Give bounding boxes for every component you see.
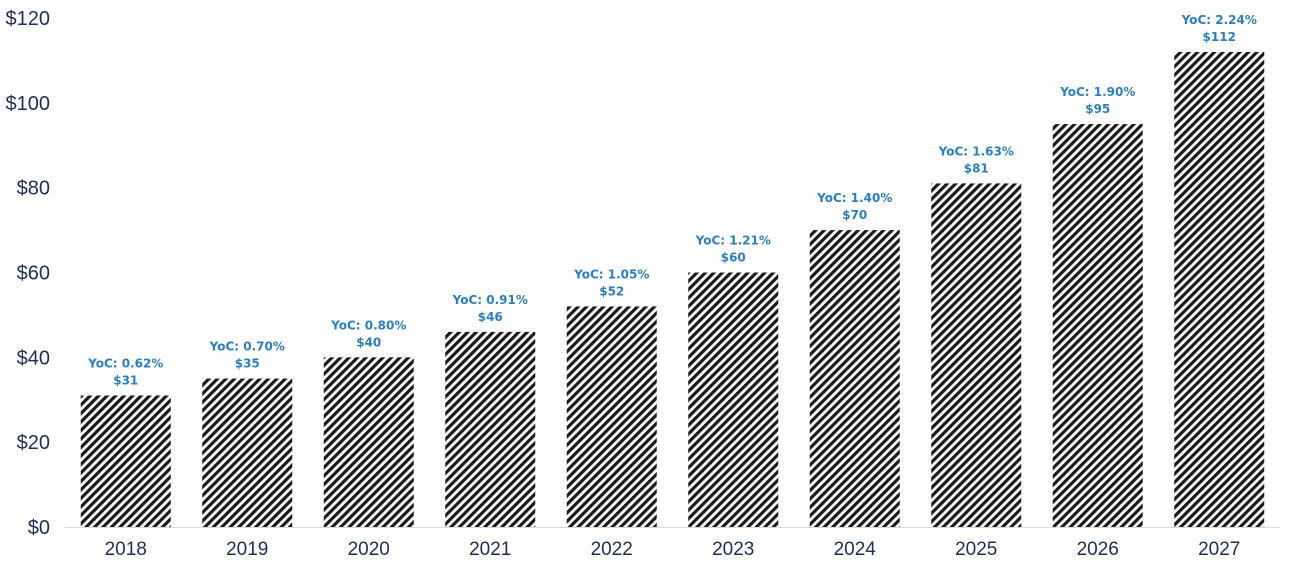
x-tick-label: 2025 — [955, 539, 997, 560]
yoc-label: YoC: 0.80% — [330, 318, 406, 332]
x-tick-label: 2022 — [591, 539, 633, 560]
yoc-label: YoC: 0.91% — [452, 293, 528, 307]
y-tick-label: $80 — [17, 178, 50, 200]
bars-group — [80, 51, 1265, 528]
bar-2019 — [202, 378, 293, 527]
value-label: $31 — [113, 374, 138, 388]
bar-2018 — [80, 395, 171, 527]
x-tick-label: 2027 — [1198, 539, 1240, 560]
yoc-label: YoC: 1.05% — [573, 267, 649, 281]
y-axis: $0 $20 $40 $60 $80 $100 $120 — [6, 8, 51, 539]
y-tick-label: $60 — [17, 263, 50, 285]
y-tick-label: $0 — [28, 517, 50, 539]
x-tick-label: 2019 — [226, 539, 268, 560]
value-label: $35 — [235, 357, 260, 371]
value-label: $95 — [1085, 102, 1110, 116]
value-label: $112 — [1203, 30, 1236, 44]
y-tick-label: $100 — [6, 93, 51, 115]
bar-2020 — [323, 357, 414, 527]
yoc-label: YoC: 1.40% — [816, 191, 892, 205]
bar-2025 — [931, 183, 1022, 528]
value-label: $40 — [356, 335, 381, 349]
data-labels: $31 YoC: 0.62% $35 YoC: 0.70% $40 YoC: 0.80% $… — [87, 13, 1257, 388]
y-tick-label: $120 — [6, 8, 51, 30]
y-tick-label: $20 — [17, 432, 50, 454]
x-tick-label: 2023 — [712, 539, 754, 560]
x-tick-label: 2024 — [834, 539, 877, 560]
x-tick-label: 2021 — [469, 539, 511, 560]
value-label: $52 — [599, 284, 624, 298]
x-axis: 2018 2019 2020 2021 2022 2023 2024 2025 2026 2027 — [105, 539, 1241, 560]
bar-2021 — [445, 331, 536, 527]
yoc-label: YoC: 1.63% — [938, 144, 1014, 158]
x-tick-label: 2018 — [105, 539, 147, 560]
bar-2026 — [1052, 124, 1143, 528]
bar-2024 — [809, 230, 900, 528]
y-tick-label: $40 — [17, 347, 50, 369]
value-label: $60 — [721, 251, 746, 265]
value-label: $70 — [842, 208, 867, 222]
yoc-label: YoC: 0.70% — [209, 340, 285, 354]
bar-2027 — [1174, 51, 1265, 527]
yoc-label: YoC: 0.62% — [87, 357, 163, 371]
yoc-label: YoC: 1.21% — [695, 234, 771, 248]
value-label: $46 — [478, 310, 503, 324]
value-label: $81 — [964, 161, 989, 175]
x-tick-label: 2026 — [1077, 539, 1119, 560]
x-tick-label: 2020 — [348, 539, 390, 560]
bar-2023 — [688, 272, 779, 527]
yoc-label: YoC: 2.24% — [1181, 13, 1257, 27]
bar-2022 — [566, 306, 657, 527]
yoc-label: YoC: 1.90% — [1059, 85, 1135, 99]
